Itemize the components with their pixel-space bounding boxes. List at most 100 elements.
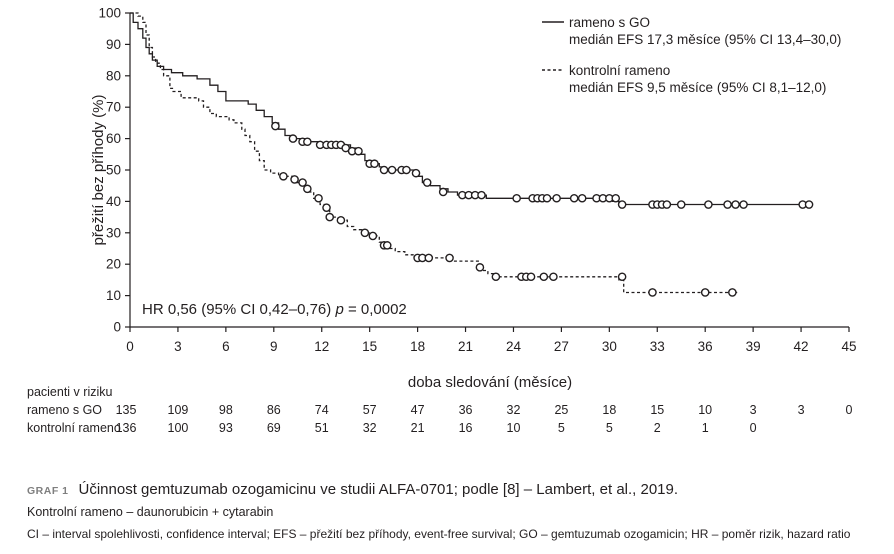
censor-mark-go <box>354 146 363 156</box>
x-tick-label: 42 <box>794 339 809 354</box>
censor-mark-go <box>611 193 621 203</box>
y-tick-label: 90 <box>106 37 121 52</box>
hr-text: HR 0,56 (95% CI 0,42–0,76) <box>142 301 335 318</box>
x-tick-label: 18 <box>410 339 425 354</box>
x-tick-label: 30 <box>602 339 617 354</box>
censor-mark-go <box>704 200 713 209</box>
risk-value-go: 74 <box>315 403 329 417</box>
x-tick-label: 27 <box>554 339 569 354</box>
y-tick-label: 40 <box>106 194 121 209</box>
risk-row-label-go: rameno s GO <box>27 403 102 417</box>
x-tick-label: 15 <box>362 339 377 354</box>
legend-median-control: medián EFS 9,5 měsíce (95% CI 8,1–12,0) <box>569 80 826 95</box>
risk-value-go: 15 <box>650 403 664 417</box>
curve-go-arm <box>130 12 810 206</box>
risk-value-control: 1 <box>702 421 709 435</box>
censor-mark-control <box>298 178 307 187</box>
survival-curves <box>130 12 810 294</box>
censor-mark-go <box>731 200 740 209</box>
censor-mark-go <box>569 193 579 203</box>
censor-mark-control <box>368 231 378 241</box>
censor-mark-control <box>526 272 536 282</box>
risk-value-control: 0 <box>750 421 757 435</box>
censor-mark-control <box>360 228 370 238</box>
censor-mark-control <box>290 175 299 184</box>
censor-mark-go <box>739 200 748 209</box>
risk-value-go: 32 <box>507 403 521 417</box>
censor-mark-go <box>542 193 552 203</box>
risk-value-go: 98 <box>219 403 233 417</box>
risk-value-control: 93 <box>219 421 233 435</box>
y-tick-label: 10 <box>106 288 121 303</box>
censor-mark-control <box>382 241 392 250</box>
censor-mark-control <box>424 253 434 263</box>
x-tick-label: 12 <box>314 339 329 354</box>
caption-abbreviations: CI – interval spolehlivosti, confidence … <box>27 527 851 541</box>
censor-mark-go <box>387 165 397 175</box>
p-symbol: p <box>334 301 343 318</box>
risk-value-control: 51 <box>315 421 329 435</box>
risk-value-go: 86 <box>267 403 281 417</box>
legend: rameno s GO medián EFS 17,3 měsíce (95% … <box>542 15 841 95</box>
censor-mark-go <box>402 165 411 175</box>
censor-mark-go <box>676 200 686 209</box>
risk-value-go: 57 <box>363 403 377 417</box>
censor-mark-go <box>723 200 732 209</box>
y-tick-label: 100 <box>98 6 121 21</box>
risk-value-control: 32 <box>363 421 377 435</box>
x-tick-label: 33 <box>650 339 665 354</box>
risk-value-control: 21 <box>411 421 425 435</box>
y-tick-label: 60 <box>106 131 121 146</box>
curve-control-arm <box>130 12 738 294</box>
censor-mark-control <box>279 171 288 181</box>
x-tick-label: 24 <box>506 339 522 354</box>
censor-mark-control <box>700 288 710 297</box>
risk-value-go: 3 <box>750 403 757 417</box>
risk-value-control: 5 <box>606 421 613 435</box>
risk-value-go: 47 <box>411 403 425 417</box>
p-value: = 0,0002 <box>344 301 407 318</box>
censor-mark-go <box>438 187 448 197</box>
censor-mark-go <box>370 159 379 169</box>
censor-mark-go <box>288 134 298 143</box>
censor-mark-go <box>552 193 561 203</box>
censor-mark-control <box>475 263 485 272</box>
censor-mark-go <box>662 200 672 209</box>
legend-label-control: kontrolní rameno <box>569 63 670 78</box>
risk-value-go: 10 <box>698 403 712 417</box>
risk-value-go: 18 <box>602 403 616 417</box>
figure-title: Účinnost gemtuzumab ozogamicinu ve studi… <box>78 481 679 498</box>
caption-note-control-arm: Kontrolní rameno – daunorubicin + cytara… <box>27 505 274 519</box>
x-tick-label: 0 <box>126 339 134 354</box>
censor-mark-control <box>325 212 335 222</box>
y-tick-label: 80 <box>106 68 121 83</box>
x-tick-label: 9 <box>270 339 278 354</box>
figure-caption-title: GRAF 1 Účinnost gemtuzumab ozogamicinu ve… <box>27 481 678 498</box>
risk-value-control: 136 <box>116 421 137 435</box>
censor-mark-go <box>422 178 432 187</box>
axes <box>125 12 850 332</box>
risk-table-title: pacienti v riziku <box>27 385 112 399</box>
risk-value-go: 3 <box>798 403 805 417</box>
censor-mark-go <box>477 190 486 200</box>
x-axis-label: doba sledování (měsíce) <box>408 374 572 391</box>
x-tick-label: 45 <box>841 339 856 354</box>
censor-mark-control <box>445 253 454 263</box>
risk-value-go: 135 <box>116 403 137 417</box>
censor-mark-control <box>322 203 331 212</box>
risk-value-go: 25 <box>554 403 568 417</box>
risk-value-control: 16 <box>459 421 473 435</box>
y-tick-label: 30 <box>106 225 121 240</box>
censor-mark-control <box>728 288 737 297</box>
censor-mark-control <box>648 288 657 297</box>
risk-value-go: 36 <box>459 403 473 417</box>
figure-label: GRAF 1 <box>27 485 69 497</box>
censor-mark-control <box>314 193 323 203</box>
y-tick-label: 50 <box>106 163 121 178</box>
censor-mark-control <box>336 215 346 225</box>
censor-mark-go <box>577 193 587 203</box>
x-tick-label: 39 <box>746 339 761 354</box>
x-tick-label: 21 <box>458 339 473 354</box>
